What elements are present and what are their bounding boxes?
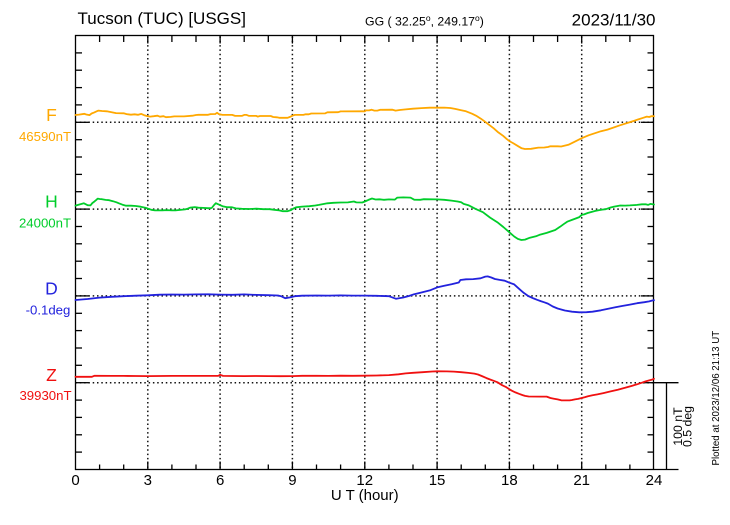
svg-text:6: 6 — [216, 472, 224, 489]
svg-text:100 nT: 100 nT — [671, 407, 685, 446]
svg-text:39930nT: 39930nT — [19, 388, 71, 403]
svg-text:9: 9 — [288, 472, 296, 489]
svg-text:H: H — [45, 192, 58, 212]
svg-text:GG ( 32.25o, 249.17o): GG ( 32.25o, 249.17o) — [365, 13, 484, 29]
svg-text:24: 24 — [646, 472, 663, 489]
svg-text:F: F — [46, 105, 57, 125]
svg-text:24000nT: 24000nT — [19, 216, 71, 231]
svg-text:3: 3 — [144, 472, 152, 489]
svg-text:15: 15 — [429, 472, 446, 489]
svg-text:2023/11/30: 2023/11/30 — [572, 11, 656, 30]
svg-text:0: 0 — [71, 472, 79, 489]
svg-text:Z: Z — [46, 365, 57, 385]
svg-text:0.5 deg: 0.5 deg — [681, 406, 695, 447]
svg-text:Tucson (TUC) [USGS]: Tucson (TUC) [USGS] — [78, 9, 246, 28]
svg-text:-0.1deg: -0.1deg — [26, 302, 71, 317]
svg-text:21: 21 — [573, 472, 590, 489]
svg-text:U T (hour): U T (hour) — [331, 487, 399, 504]
svg-text:12: 12 — [356, 472, 373, 489]
svg-text:Plotted at 2023/12/06 21:13 UT: Plotted at 2023/12/06 21:13 UT — [711, 331, 722, 466]
svg-text:18: 18 — [501, 472, 518, 489]
svg-text:46590nT: 46590nT — [19, 129, 71, 144]
svg-text:D: D — [45, 278, 58, 298]
